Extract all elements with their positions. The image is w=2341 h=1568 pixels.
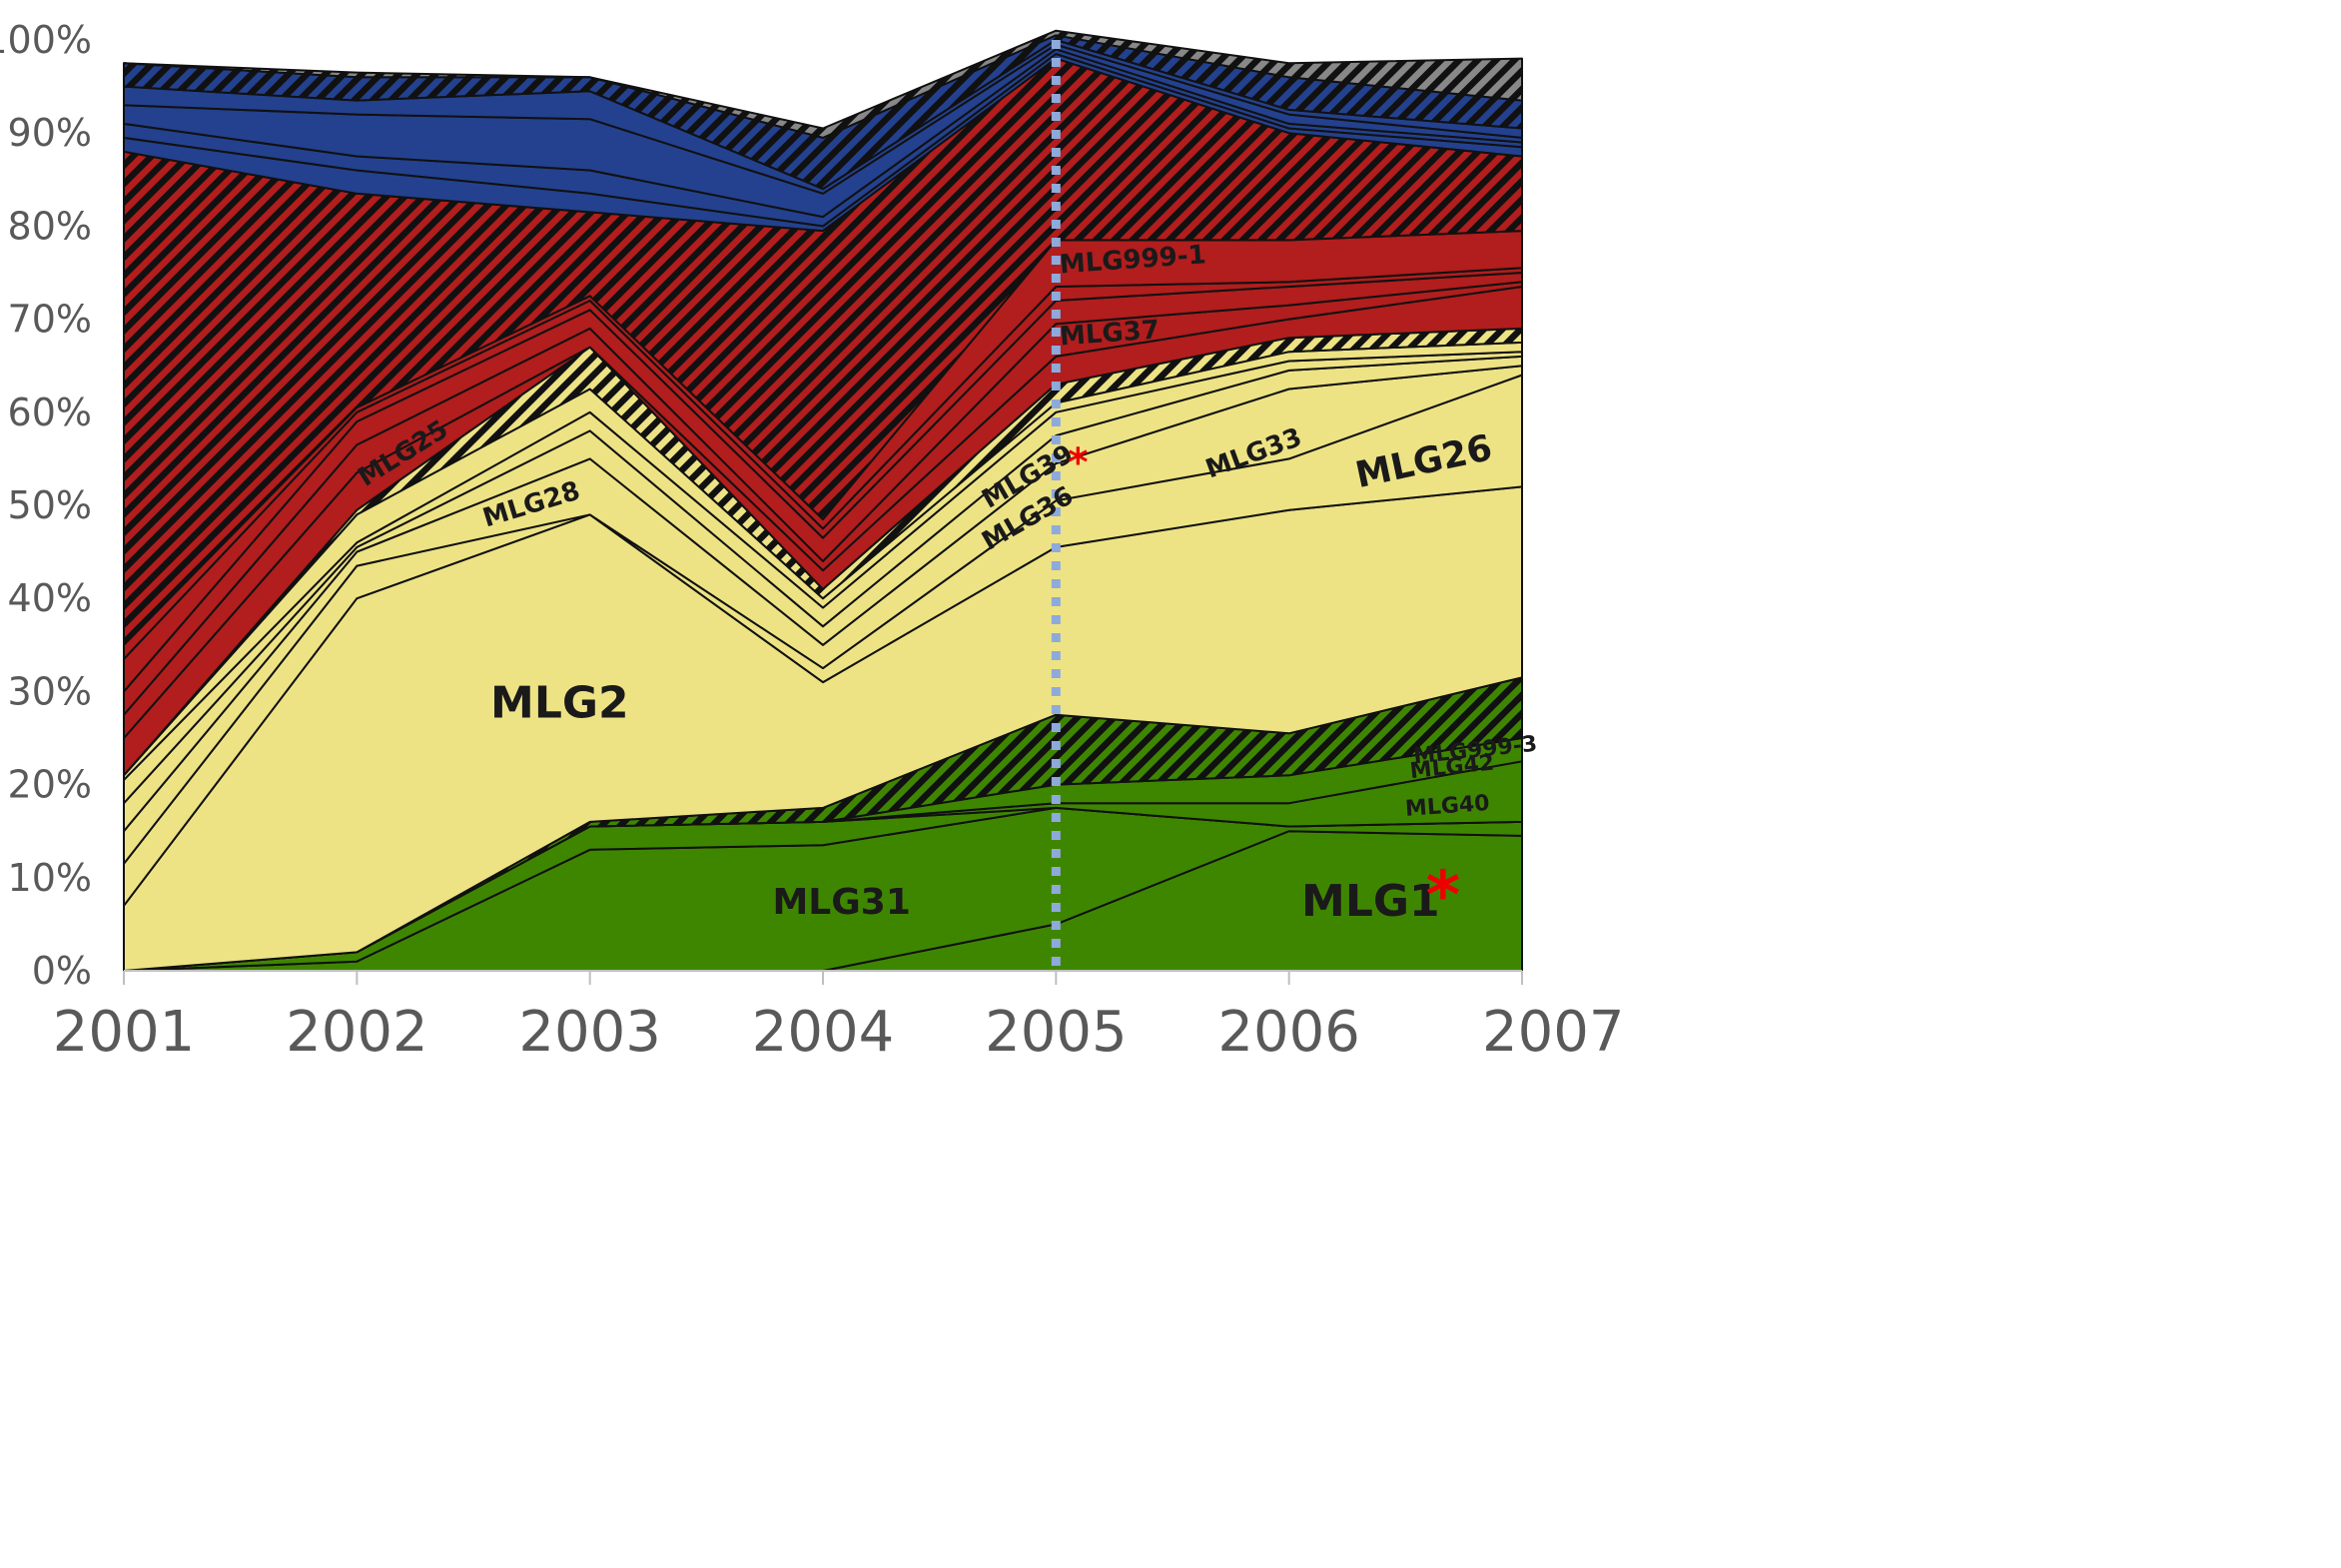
label-mlg2: MLG2 [490, 677, 629, 728]
label-mlg37: MLG37 [1059, 316, 1161, 353]
area-gray-24 [123, 29, 1523, 139]
x-tick-label: 2002 [286, 1000, 428, 1065]
y-tick-label: 80% [8, 204, 92, 248]
x-tick-label: 2006 [1217, 1000, 1360, 1065]
significance-star-icon: * [1426, 857, 1461, 934]
axes: 0% 10% 20% 30% 40% 50% 60% 70% 80% 90% 100% 2001 200… [0, 18, 1625, 1065]
y-tick-label: 10% [8, 856, 92, 900]
y-tick-label: 100% [0, 18, 92, 62]
y-tick-label: 0% [32, 949, 92, 993]
y-tick-label: 70% [8, 298, 92, 342]
y-tick-label: 20% [8, 763, 92, 807]
x-tick-label: 2007 [1482, 1000, 1625, 1065]
y-tick-label: 30% [8, 669, 92, 713]
x-tick-label: 2005 [985, 1000, 1128, 1065]
x-tick-label: 2001 [53, 1000, 196, 1065]
significance-star-icon: * [1068, 440, 1088, 485]
label-mlg1: MLG1 [1301, 876, 1440, 927]
y-tick-label: 60% [8, 391, 92, 434]
x-tick-label: 2003 [518, 1000, 661, 1065]
y-tick-label: 40% [8, 576, 92, 620]
y-tick-label: 50% [8, 483, 92, 527]
x-tick-label: 2004 [752, 1000, 895, 1065]
label-mlg40: MLG40 [1404, 791, 1490, 822]
area-layers [123, 29, 1523, 972]
label-mlg31: MLG31 [772, 882, 910, 923]
y-tick-label: 90% [8, 111, 92, 155]
